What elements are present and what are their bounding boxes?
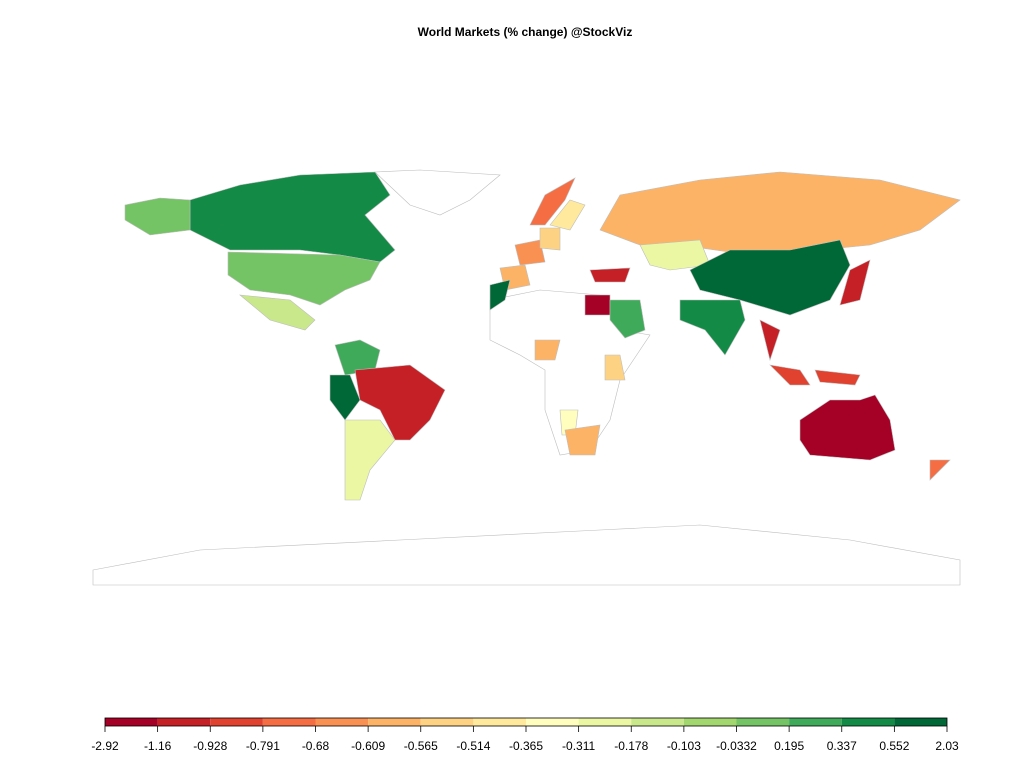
indonesia: [769, 364, 811, 386]
legend-tick-label: -0.68: [302, 739, 330, 753]
papua: [814, 369, 861, 386]
legend: -2.92 -1.16 -0.928 -0.791 -0.68 -0.609 -0.565 -…: [91, 717, 959, 753]
legend-swatch: [789, 718, 842, 726]
legend-swatch: [210, 718, 263, 726]
legend-tick-label: -0.311: [562, 739, 595, 753]
legend-swatch: [105, 718, 158, 726]
legend-tick-label: -0.0332: [716, 739, 757, 753]
legend-tick-label: 2.03: [935, 739, 959, 753]
legend-tick-label: -0.565: [404, 739, 438, 753]
legend-tick-label: -0.514: [456, 739, 490, 753]
legend-swatch: [473, 718, 526, 726]
legend-swatch: [578, 718, 632, 726]
kenya: [604, 354, 626, 381]
chart-title: World Markets (% change) @StockViz: [418, 25, 633, 39]
legend-tick-label: -0.609: [351, 739, 385, 753]
brazil: [354, 364, 446, 441]
legend-tick-label: -0.103: [667, 739, 701, 753]
norway: [529, 177, 576, 226]
south-africa: [564, 424, 601, 456]
canada: [189, 171, 396, 263]
legend-tick-label: -0.928: [193, 739, 227, 753]
legend-swatch: [841, 718, 895, 726]
legend-swatch: [894, 718, 947, 726]
legend-tick-label: 0.552: [879, 739, 909, 753]
legend-swatch: [262, 718, 316, 726]
world-map: [92, 169, 961, 586]
legend-tick-label: 0.337: [827, 739, 857, 753]
greenland: [374, 169, 501, 216]
legend-swatch: [631, 718, 684, 726]
new-zealand: [929, 459, 951, 481]
india: [679, 299, 746, 356]
alaska: [124, 197, 191, 236]
germany: [539, 227, 561, 251]
nigeria: [534, 339, 561, 361]
legend-swatch: [683, 718, 737, 726]
legend-tick-label: -1.16: [144, 739, 172, 753]
russia: [599, 171, 961, 256]
morocco: [489, 279, 511, 311]
antarctica: [92, 524, 961, 586]
legend-swatch: [157, 718, 211, 726]
colombia: [334, 339, 381, 376]
legend-tick-label: -0.365: [509, 739, 543, 753]
mexico: [239, 294, 316, 331]
sweden: [549, 199, 586, 231]
legend-swatch: [315, 718, 369, 726]
saudi-arabia: [609, 299, 646, 339]
france: [514, 239, 546, 266]
china: [689, 239, 851, 316]
legend-swatch: [736, 718, 790, 726]
usa: [227, 251, 381, 306]
legend-tick-label: -0.791: [246, 739, 280, 753]
peru: [329, 374, 361, 421]
japan: [839, 259, 871, 306]
legend-tick-label: -2.92: [91, 739, 119, 753]
legend-swatch: [526, 718, 579, 726]
legend-tick-label: 0.195: [774, 739, 804, 753]
argentina: [344, 419, 396, 501]
egypt: [584, 294, 611, 316]
thailand: [759, 319, 781, 362]
legend-swatch: [368, 718, 421, 726]
legend-swatch: [420, 718, 474, 726]
australia: [799, 394, 896, 461]
turkey: [589, 267, 631, 283]
legend-tick-label: -0.178: [614, 739, 648, 753]
kazakhstan: [639, 239, 711, 271]
